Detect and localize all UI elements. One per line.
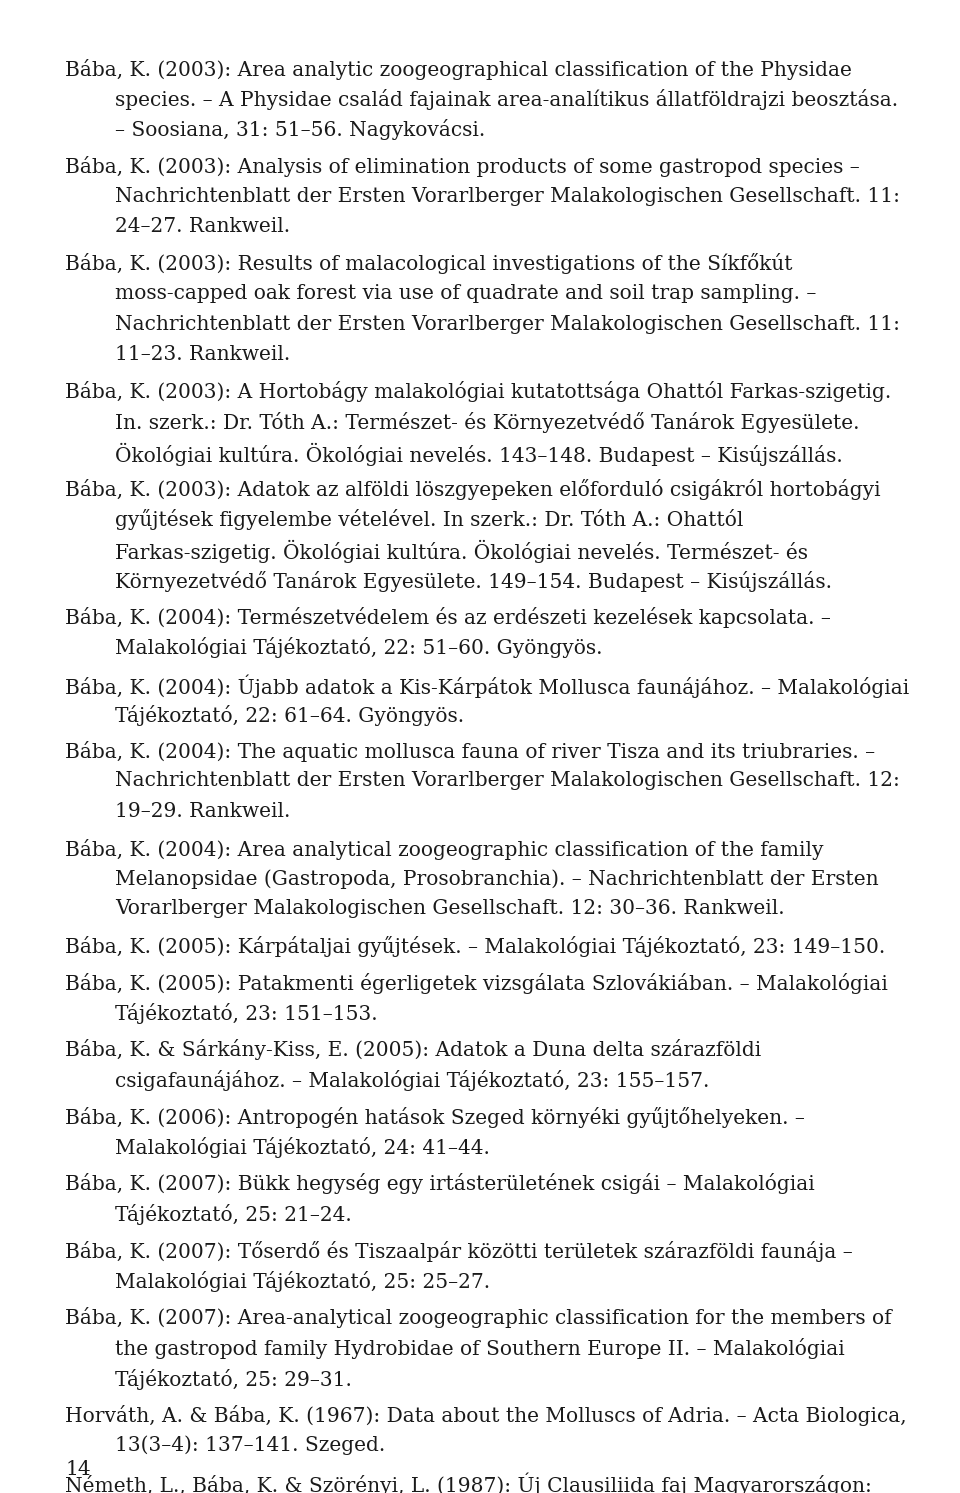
Text: – Soosiana, 31: 51–56. Nagykovácsi.: – Soosiana, 31: 51–56. Nagykovácsi. — [115, 119, 485, 140]
Text: Bába, K. (2004): The aquatic mollusca fauna of river Tisza and its triubraries. : Bába, K. (2004): The aquatic mollusca fa… — [65, 741, 876, 761]
Text: 13(3–4): 137–141. Szeged.: 13(3–4): 137–141. Szeged. — [115, 1435, 385, 1456]
Text: Tájékoztató, 22: 61–64. Gyöngyös.: Tájékoztató, 22: 61–64. Gyöngyös. — [115, 705, 464, 726]
Text: Melanopsidae (Gastropoda, Prosobranchia). – Nachrichtenblatt der Ersten: Melanopsidae (Gastropoda, Prosobranchia)… — [115, 869, 878, 888]
Text: csigafaunájához. – Malakológiai Tájékoztató, 23: 155–157.: csigafaunájához. – Malakológiai Tájékozt… — [115, 1070, 709, 1091]
Text: Bába, K. (2003): Analysis of elimination products of some gastropod species –: Bába, K. (2003): Analysis of elimination… — [65, 155, 860, 178]
Text: Bába, K. (2007): Area-analytical zoogeographic classification for the members of: Bába, K. (2007): Area-analytical zoogeog… — [65, 1308, 892, 1329]
Text: Környezetvédő Tanárok Egyesülete. 149–154. Budapest – Kisújszállás.: Környezetvédő Tanárok Egyesülete. 149–15… — [115, 570, 832, 591]
Text: Farkas-szigetig. Ökológiai kultúra. Ökológiai nevelés. Természet- és: Farkas-szigetig. Ökológiai kultúra. Ökol… — [115, 540, 808, 563]
Text: Bába, K. & Sárkány-Kiss, E. (2005): Adatok a Duna delta szárazföldi: Bába, K. & Sárkány-Kiss, E. (2005): Adat… — [65, 1039, 761, 1060]
Text: Bába, K. (2007): Tőserdő és Tiszaalpár közötti területek szárazföldi faunája –: Bába, K. (2007): Tőserdő és Tiszaalpár k… — [65, 1241, 852, 1262]
Text: Bába, K. (2003): A Hortobágy malakológiai kutatottsága Ohattól Farkas-szigetig.: Bába, K. (2003): A Hortobágy malakológia… — [65, 382, 891, 403]
Text: Nachrichtenblatt der Ersten Vorarlberger Malakologischen Gesellschaft. 12:: Nachrichtenblatt der Ersten Vorarlberger… — [115, 772, 900, 790]
Text: species. – A Physidae család fajainak area-analítikus állatföldrajzi beosztása.: species. – A Physidae család fajainak ar… — [115, 90, 899, 110]
Text: 11–23. Rankweil.: 11–23. Rankweil. — [115, 345, 290, 364]
Text: Bába, K. (2006): Antropogén hatások Szeged környéki gyűjtőhelyeken. –: Bába, K. (2006): Antropogén hatások Szeg… — [65, 1106, 804, 1127]
Text: Bába, K. (2005): Patakmenti égerligetek vizsgálata Szlovákiában. – Malakológiai: Bába, K. (2005): Patakmenti égerligetek … — [65, 972, 888, 993]
Text: Malakológiai Tájékoztató, 22: 51–60. Gyöngyös.: Malakológiai Tájékoztató, 22: 51–60. Gyö… — [115, 638, 603, 658]
Text: In. szerk.: Dr. Tóth A.: Természet- és Környezetvédő Tanárok Egyesülete.: In. szerk.: Dr. Tóth A.: Természet- és K… — [115, 412, 859, 433]
Text: Tájékoztató, 25: 29–31.: Tájékoztató, 25: 29–31. — [115, 1369, 352, 1390]
Text: Bába, K. (2007): Bükk hegység egy irtásterületének csigái – Malakológiai: Bába, K. (2007): Bükk hegység egy irtást… — [65, 1173, 815, 1194]
Text: Tájékoztató, 25: 21–24.: Tájékoztató, 25: 21–24. — [115, 1203, 351, 1224]
Text: Bába, K. (2003): Results of malacological investigations of the Síkfőkút: Bába, K. (2003): Results of malacologica… — [65, 254, 793, 275]
Text: 14: 14 — [65, 1460, 90, 1480]
Text: Bába, K. (2004): Area analytical zoogeographic classification of the family: Bába, K. (2004): Area analytical zoogeog… — [65, 839, 824, 860]
Text: gyűjtések figyelembe vételével. In szerk.: Dr. Tóth A.: Ohattól: gyűjtések figyelembe vételével. In szerk… — [115, 509, 743, 530]
Text: 24–27. Rankweil.: 24–27. Rankweil. — [115, 216, 290, 236]
Text: Tájékoztató, 23: 151–153.: Tájékoztató, 23: 151–153. — [115, 1003, 377, 1024]
Text: Ökológiai kultúra. Ökológiai nevelés. 143–148. Budapest – Kisújszállás.: Ökológiai kultúra. Ökológiai nevelés. 14… — [115, 442, 843, 466]
Text: Nachrichtenblatt der Ersten Vorarlberger Malakologischen Gesellschaft. 11:: Nachrichtenblatt der Ersten Vorarlberger… — [115, 187, 900, 206]
Text: Németh, L., Bába, K. & Szörényi, L. (1987): Új Clausiliida faj Magyarországon:: Németh, L., Bába, K. & Szörényi, L. (198… — [65, 1472, 872, 1493]
Text: Malakológiai Tájékoztató, 25: 25–27.: Malakológiai Tájékoztató, 25: 25–27. — [115, 1271, 491, 1291]
Text: Bába, K. (2004): Újabb adatok a Kis-Kárpátok Mollusca faunájához. – Malakológiai: Bába, K. (2004): Újabb adatok a Kis-Kárp… — [65, 673, 909, 697]
Text: 19–29. Rankweil.: 19–29. Rankweil. — [115, 802, 290, 821]
Text: Bába, K. (2004): Természetvédelem és az erdészeti kezelések kapcsolata. –: Bába, K. (2004): Természetvédelem és az … — [65, 608, 830, 629]
Text: Bába, K. (2003): Adatok az alföldi löszgyepeken előforduló csigákról hortobágyi: Bába, K. (2003): Adatok az alföldi löszg… — [65, 479, 880, 500]
Text: Bába, K. (2005): Kárpátaljai gyűjtések. – Malakológiai Tájékoztató, 23: 149–150.: Bába, K. (2005): Kárpátaljai gyűjtések. … — [65, 936, 885, 957]
Text: moss-capped oak forest via use of quadrate and soil trap sampling. –: moss-capped oak forest via use of quadra… — [115, 284, 816, 303]
Text: Malakológiai Tájékoztató, 24: 41–44.: Malakológiai Tájékoztató, 24: 41–44. — [115, 1138, 490, 1159]
Text: Nachrichtenblatt der Ersten Vorarlberger Malakologischen Gesellschaft. 11:: Nachrichtenblatt der Ersten Vorarlberger… — [115, 315, 900, 333]
Text: Vorarlberger Malakologischen Gesellschaft. 12: 30–36. Rankweil.: Vorarlberger Malakologischen Gesellschaf… — [115, 899, 784, 918]
Text: the gastropod family Hydrobidae of Southern Europe II. – Malakológiai: the gastropod family Hydrobidae of South… — [115, 1338, 845, 1359]
Text: Bába, K. (2003): Area analytic zoogeographical classification of the Physidae: Bába, K. (2003): Area analytic zoogeogra… — [65, 58, 852, 79]
Text: Horváth, A. & Bába, K. (1967): Data about the Molluscs of Adria. – Acta Biologic: Horváth, A. & Bába, K. (1967): Data abou… — [65, 1405, 906, 1426]
